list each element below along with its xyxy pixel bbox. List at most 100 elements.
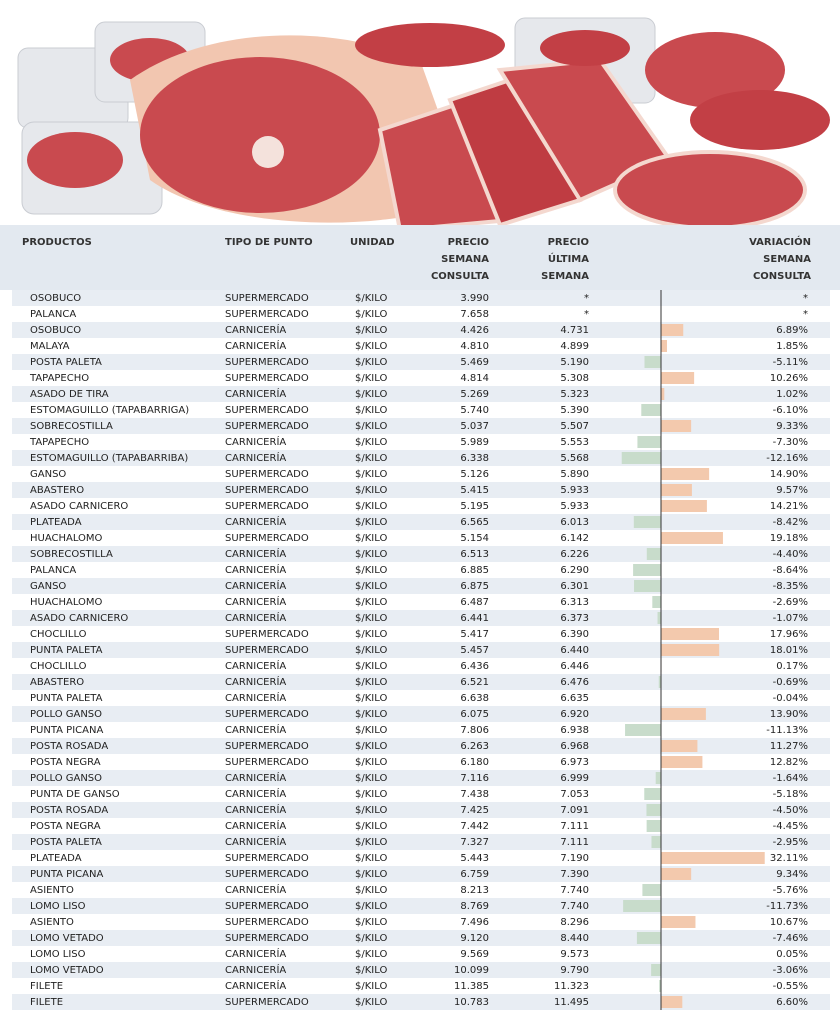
price-now: 6.263	[460, 741, 489, 752]
product: ASADO CARNICERO	[30, 501, 128, 512]
product: GANSO	[30, 469, 66, 480]
variation: -12.16%	[766, 453, 808, 464]
price-now: 6.759	[460, 869, 489, 880]
unit: $/KILO	[355, 725, 387, 736]
variation-bar	[659, 980, 661, 992]
variation: -4.40%	[773, 549, 808, 560]
variation: 9.33%	[776, 421, 808, 432]
variation: -5.76%	[773, 885, 808, 896]
variation: 9.34%	[776, 869, 808, 880]
variation: -2.95%	[773, 837, 808, 848]
price-now: 3.990	[460, 293, 489, 304]
unit: $/KILO	[355, 837, 387, 848]
point-type: SUPERMERCADO	[225, 869, 309, 880]
row-background	[12, 962, 830, 978]
price-now: 6.180	[460, 757, 489, 768]
row-background	[12, 658, 830, 674]
point-type: CARNICERÍA	[225, 787, 286, 800]
variation: 19.18%	[770, 533, 808, 544]
price-now: 6.875	[460, 581, 489, 592]
price-now: 5.154	[460, 533, 489, 544]
header-cell: CONSULTA	[753, 271, 811, 282]
product: PALANCA	[30, 565, 76, 576]
unit: $/KILO	[355, 501, 387, 512]
variation: -8.64%	[773, 565, 808, 576]
unit: $/KILO	[355, 613, 387, 624]
price-now: 5.415	[460, 485, 489, 496]
price-now: 5.417	[460, 629, 489, 640]
unit: $/KILO	[355, 789, 387, 800]
point-type: SUPERMERCADO	[225, 293, 309, 304]
row-background	[12, 626, 830, 642]
variation: *	[803, 309, 808, 320]
unit: $/KILO	[355, 309, 387, 320]
price-last: *	[584, 309, 589, 320]
header-cell: ÚLTIMA	[548, 252, 589, 265]
point-type: CARNICERÍA	[225, 675, 286, 688]
variation-bar	[623, 900, 661, 912]
variation-bar	[634, 580, 661, 592]
unit: $/KILO	[355, 757, 387, 768]
row-background	[12, 930, 830, 946]
variation-bar	[661, 708, 706, 720]
variation-bar	[633, 516, 661, 528]
variation-bar	[657, 612, 661, 624]
header-cell: SEMANA	[441, 254, 489, 265]
row-background	[12, 386, 830, 402]
unit: $/KILO	[355, 805, 387, 816]
price-last: 7.390	[560, 869, 589, 880]
variation: -2.69%	[773, 597, 808, 608]
price-last: 6.973	[560, 757, 589, 768]
product: HUACHALOMO	[30, 533, 103, 544]
row-background	[12, 466, 830, 482]
product: POSTA PALETA	[30, 837, 102, 848]
point-type: SUPERMERCADO	[225, 629, 309, 640]
price-now: 6.441	[460, 613, 489, 624]
variation: -8.35%	[773, 581, 808, 592]
price-last: 6.142	[560, 533, 589, 544]
product: PUNTA DE GANSO	[30, 789, 120, 800]
point-type: SUPERMERCADO	[225, 917, 309, 928]
row-background	[12, 866, 830, 882]
variation-bar	[661, 996, 683, 1008]
price-now: 6.338	[460, 453, 489, 464]
product: SOBRECOSTILLA	[30, 421, 113, 432]
variation-bar	[661, 644, 720, 656]
unit: $/KILO	[355, 565, 387, 576]
variation: 6.89%	[776, 325, 808, 336]
price-last: 11.495	[554, 997, 589, 1008]
variation-bar	[636, 932, 661, 944]
point-type: SUPERMERCADO	[225, 357, 309, 368]
price-now: 6.521	[460, 677, 489, 688]
price-last: 4.731	[560, 325, 589, 336]
price-now: 5.269	[460, 389, 489, 400]
unit: $/KILO	[355, 869, 387, 880]
price-last: 7.190	[560, 853, 589, 864]
unit: $/KILO	[355, 741, 387, 752]
variation: 14.90%	[770, 469, 808, 480]
product: LOMO VETADO	[30, 965, 104, 976]
variation-bar	[661, 868, 692, 880]
unit: $/KILO	[355, 949, 387, 960]
variation: -7.30%	[773, 437, 808, 448]
variation-bar	[661, 500, 707, 512]
price-now: 5.443	[460, 853, 489, 864]
variation: 11.27%	[770, 741, 808, 752]
row-background	[12, 610, 830, 626]
row-background	[12, 338, 830, 354]
variation-bar	[661, 740, 698, 752]
product: PLATEADA	[30, 517, 82, 528]
price-last: 5.933	[560, 501, 589, 512]
unit: $/KILO	[355, 581, 387, 592]
product: ABASTERO	[30, 677, 84, 688]
header-cell: TIPO DE PUNTO	[225, 237, 313, 248]
variation: 13.90%	[770, 709, 808, 720]
product: ESTOMAGUILLO (TAPABARRIGA)	[30, 405, 189, 416]
product: LOMO VETADO	[30, 933, 104, 944]
product: LOMO LISO	[30, 901, 86, 912]
variation: 12.82%	[770, 757, 808, 768]
header-cell: CONSULTA	[431, 271, 489, 282]
variation-bar	[658, 676, 661, 688]
row-background	[12, 290, 830, 306]
variation-bar	[661, 324, 684, 336]
